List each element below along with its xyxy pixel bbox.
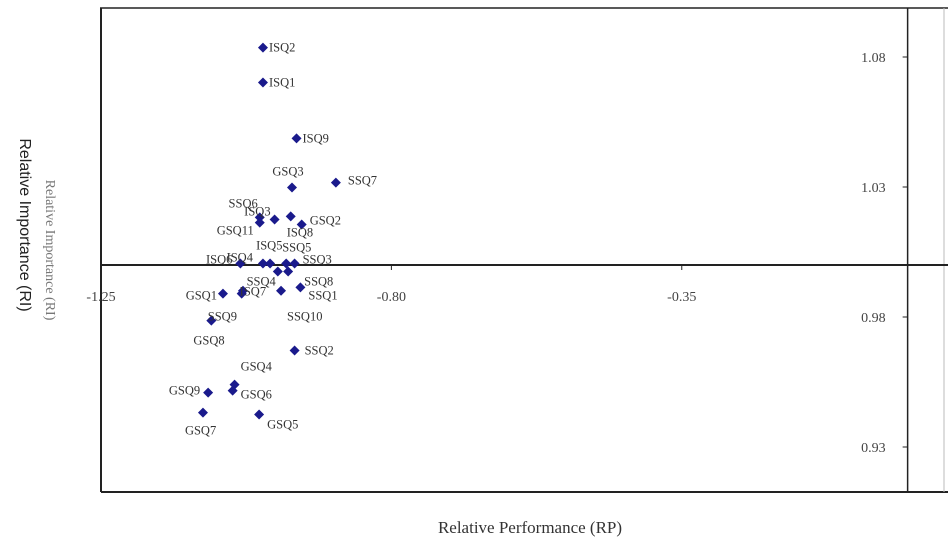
- data-point-marker: [227, 385, 238, 396]
- data-point-marker: [287, 182, 298, 193]
- data-point-label: GSQ4: [241, 360, 273, 374]
- data-point-label: ISQ8: [287, 225, 313, 239]
- y-axis-title: Relative Importance (RI): [16, 138, 33, 311]
- point-labels: ISQ2 ISQ1 ISQ9 SSQ7 GSQ3 SSQ6 ISQ8 ISQ3 GSQ2 GSQ1…: [169, 41, 377, 438]
- data-point-marker: [203, 387, 214, 398]
- data-point-label: ISQ4: [227, 250, 254, 264]
- data-point-label: SSQ4: [247, 275, 277, 289]
- data-point-label: SSQ10: [287, 310, 322, 324]
- data-point-label: GSQ3: [272, 165, 303, 179]
- data-point-marker: [283, 266, 294, 277]
- y-tick-label: 0.98: [861, 311, 886, 326]
- data-point-label: GSQ7: [185, 424, 216, 438]
- data-point-marker: [254, 409, 265, 420]
- data-point-marker: [269, 214, 280, 225]
- data-point-label: GSQ11: [217, 224, 254, 238]
- data-point-marker: [281, 258, 292, 269]
- tick-labels: -1.25 -0.80 -0.35 1.08 1.03 0.98 0.93: [86, 51, 908, 456]
- data-point-marker: [206, 315, 217, 326]
- data-point-marker: [257, 258, 268, 269]
- data-point-marker: [272, 266, 283, 277]
- data-point-label: ISQ3: [244, 205, 270, 219]
- data-point-label: SSQ2: [305, 344, 334, 358]
- data-point-marker: [265, 258, 276, 269]
- data-point-marker: [296, 219, 307, 230]
- data-point-marker: [330, 177, 341, 188]
- x-axis-title: Relative Performance (RP): [438, 518, 622, 537]
- y-tick-label: 0.93: [861, 441, 886, 456]
- data-point-label: SSQ7: [348, 174, 377, 188]
- data-point-label: GSQ5: [267, 418, 298, 432]
- data-points: [197, 42, 341, 420]
- data-point-marker: [257, 42, 268, 53]
- x-tick-label: -0.35: [667, 290, 696, 305]
- data-point-label: ISQ1: [269, 75, 295, 89]
- data-point-label: GSQ6: [241, 388, 272, 402]
- data-point-label: GSQ1: [186, 289, 217, 303]
- data-point-label: SSQ8: [304, 275, 333, 289]
- data-point-marker: [289, 345, 300, 356]
- data-point-label: ISQ6: [206, 252, 232, 266]
- data-point-marker: [291, 133, 302, 144]
- data-point-label: ISQ2: [269, 41, 295, 55]
- y-axis-title-ghost: Relative Importance (RI): [42, 180, 57, 321]
- data-point-label: SSQ3: [303, 252, 332, 266]
- data-point-marker: [289, 258, 300, 269]
- data-point-marker: [257, 77, 268, 88]
- data-point-marker: [254, 212, 265, 223]
- data-point-marker: [237, 285, 248, 296]
- y-tick-label: 1.08: [861, 51, 886, 66]
- y-tick-label: 1.03: [861, 181, 886, 196]
- data-point-label: SSQ9: [208, 310, 237, 324]
- plot-frame: [100, 7, 948, 493]
- x-tick-label: -0.80: [377, 290, 406, 305]
- data-point-label: SSQ1: [308, 288, 337, 302]
- data-point-label: GSQ8: [193, 334, 224, 348]
- data-point-marker: [235, 258, 246, 269]
- data-point-marker: [276, 285, 287, 296]
- data-point-label: SSQ5: [282, 240, 311, 254]
- data-point-marker: [285, 211, 296, 222]
- data-point-label: GSQ2: [310, 213, 341, 227]
- data-point-label: SSQ6: [229, 196, 258, 210]
- data-point-marker: [217, 288, 228, 299]
- data-point-marker: [295, 282, 306, 293]
- data-point-marker: [254, 217, 265, 228]
- data-point-marker: [197, 407, 208, 418]
- x-tick-label: -1.25: [86, 290, 115, 305]
- data-point-label: ISQ5: [256, 238, 282, 252]
- data-point-label: GSQ9: [169, 384, 200, 398]
- data-point-label: ISQ7: [240, 285, 266, 299]
- data-point-label: ISQ9: [303, 131, 329, 145]
